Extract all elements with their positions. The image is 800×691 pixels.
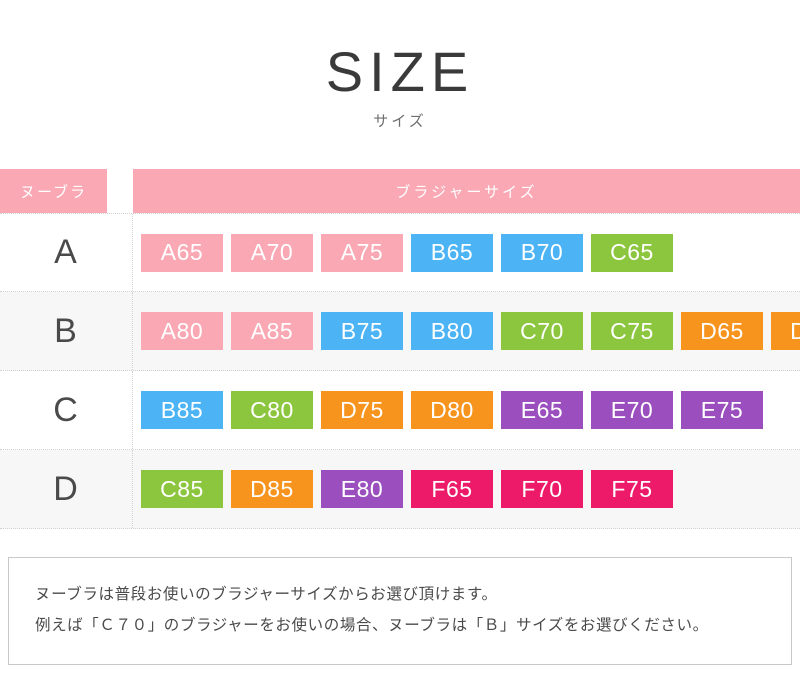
- badge-group: B85 C80 D75 D80 E65 E70 E75: [133, 371, 800, 449]
- header-label-bra-size: ブラジャーサイズ: [395, 183, 538, 201]
- size-badge-d70[interactable]: D70: [771, 312, 800, 351]
- size-badge-c75[interactable]: C75: [591, 312, 673, 351]
- size-badge-b65[interactable]: B65: [411, 233, 493, 272]
- row-label-b: B: [0, 292, 133, 371]
- page-title: SIZE: [325, 40, 475, 103]
- note-line-1: ヌーブラは普段お使いのブラジャーサイズからお選び頂けます。: [35, 586, 498, 604]
- title-block: SIZE サイズ: [0, 0, 800, 131]
- header-cell-bra-size: ブラジャーサイズ: [133, 169, 800, 214]
- size-badge-e70[interactable]: E70: [591, 391, 673, 430]
- badge-group: C85 D85 E80 F65 F70 F75: [133, 450, 800, 528]
- size-table: ヌーブラ ブラジャーサイズ A A65 A70 A75 B65 B70 C65 B A80 A85…: [0, 169, 800, 530]
- size-badge-b75[interactable]: B75: [321, 312, 403, 351]
- size-badge-f65[interactable]: F65: [411, 470, 493, 509]
- table-row: C B85 C80 D75 D80 E65 E70 E75: [0, 371, 800, 451]
- page-subtitle: サイズ: [373, 113, 427, 131]
- size-badge-a70[interactable]: A70: [231, 233, 313, 272]
- header-label-nubra: ヌーブラ: [19, 183, 88, 201]
- table-body: A A65 A70 A75 B65 B70 C65 B A80 A85 B75 B80 C70 C75 D6…: [0, 213, 800, 530]
- header-divider-gap: [107, 169, 133, 213]
- size-badge-e80[interactable]: E80: [321, 470, 403, 509]
- row-label-a: A: [0, 214, 133, 292]
- size-badge-c70[interactable]: C70: [501, 312, 583, 351]
- row-label-d: D: [0, 450, 133, 529]
- size-badge-f75[interactable]: F75: [591, 470, 673, 509]
- size-badge-a85[interactable]: A85: [231, 312, 313, 351]
- header-cell-nubra: ヌーブラ: [0, 169, 107, 214]
- size-badge-c85[interactable]: C85: [141, 470, 223, 509]
- size-badge-c65[interactable]: C65: [591, 233, 673, 272]
- table-row: A A65 A70 A75 B65 B70 C65: [0, 213, 800, 293]
- size-badge-e65[interactable]: E65: [501, 391, 583, 430]
- size-badge-a75[interactable]: A75: [321, 233, 403, 272]
- size-badge-d85[interactable]: D85: [231, 470, 313, 509]
- note-box: ヌーブラは普段お使いのブラジャーサイズからお選び頂けます。 例えば「Ｃ７０」のブ…: [8, 557, 792, 666]
- size-badge-a65[interactable]: A65: [141, 233, 223, 272]
- size-badge-f70[interactable]: F70: [501, 470, 583, 509]
- size-badge-e75[interactable]: E75: [681, 391, 763, 430]
- note-line-2: 例えば「Ｃ７０」のブラジャーをお使いの場合、ヌーブラは「Ｂ」サイズをお選びくださ…: [35, 616, 709, 634]
- table-header-row: ヌーブラ ブラジャーサイズ: [0, 169, 800, 214]
- size-badge-d75[interactable]: D75: [321, 391, 403, 430]
- badge-group: A65 A70 A75 B65 B70 C65: [133, 214, 800, 291]
- size-badge-b80[interactable]: B80: [411, 312, 493, 351]
- size-badge-b70[interactable]: B70: [501, 233, 583, 272]
- size-badge-b85[interactable]: B85: [141, 391, 223, 430]
- size-badge-a80[interactable]: A80: [141, 312, 223, 351]
- row-label-c: C: [0, 371, 133, 450]
- size-badge-d80[interactable]: D80: [411, 391, 493, 430]
- size-badge-d65[interactable]: D65: [681, 312, 763, 351]
- table-row: D C85 D85 E80 F65 F70 F75: [0, 450, 800, 530]
- size-badge-c80[interactable]: C80: [231, 391, 313, 430]
